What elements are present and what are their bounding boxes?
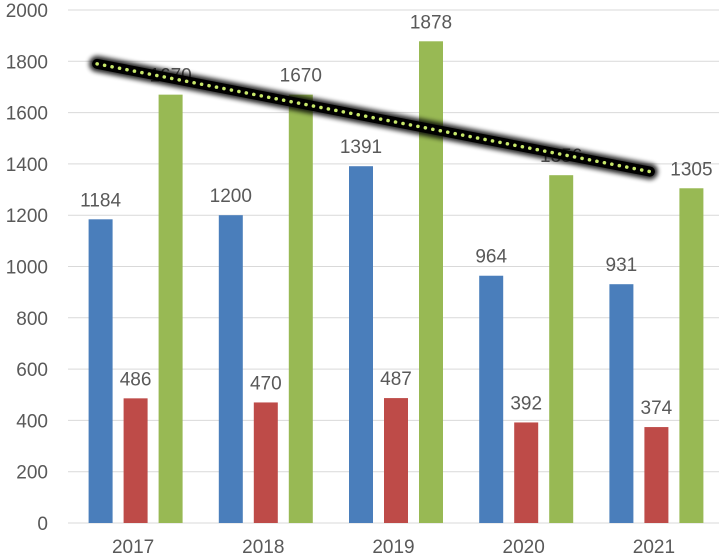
data-label-2020-series1: 964 [475, 247, 507, 268]
data-label-2017-series1: 1184 [80, 190, 121, 211]
y-tick-label-1800: 1800 [6, 52, 48, 73]
data-label-2021-series1: 931 [606, 255, 638, 276]
bar-2019-series1 [349, 166, 373, 523]
bar-2021-series1 [609, 284, 634, 523]
y-tick-label-800: 800 [16, 309, 48, 330]
y-tick-label-1600: 1600 [6, 104, 48, 125]
bar-2020-series3 [549, 175, 574, 523]
bar-2020-series2 [514, 422, 539, 523]
y-tick-label-0: 0 [37, 514, 48, 535]
y-tick-label-200: 200 [16, 463, 48, 484]
bar-2017-series1 [88, 219, 113, 523]
x-tick-label-2019: 2019 [372, 537, 414, 557]
data-label-2021-series2: 374 [641, 398, 673, 419]
data-label-2019-series2: 487 [380, 369, 412, 390]
bar-2018-series2 [253, 402, 278, 523]
bar-2017-series3 [158, 94, 183, 524]
data-label-2018-series3: 1670 [280, 66, 322, 87]
bar-2021-series3 [679, 188, 704, 523]
bar-2018-series1 [218, 215, 243, 523]
x-tick-label-2018: 2018 [242, 537, 284, 557]
x-tick-label-2017: 2017 [112, 537, 154, 557]
y-tick-label-1400: 1400 [6, 155, 48, 176]
bar-2020-series1 [479, 275, 504, 523]
data-label-2017-series2: 486 [120, 369, 152, 390]
bar-2019-series2 [384, 398, 408, 523]
trend-line-dots [95, 62, 652, 174]
x-axis-ticks: 2017 2018 2019 2020 2021 [112, 537, 675, 557]
data-label-2020-series2: 392 [510, 393, 542, 414]
bar-2019-series3 [419, 41, 443, 523]
data-label-2019-series1: 1391 [340, 137, 382, 158]
y-tick-label-1000: 1000 [6, 258, 48, 279]
y-tick-label-600: 600 [16, 360, 48, 381]
data-label-2018-series2: 470 [250, 373, 282, 394]
y-tick-label-2000: 2000 [6, 1, 48, 22]
data-label-2018-series1: 1200 [210, 186, 252, 207]
bar-2018-series3 [288, 94, 313, 524]
x-tick-label-2021: 2021 [633, 537, 675, 557]
y-axis-ticks: 0 200 400 600 800 1000 1200 1400 1600 1800 2000 [6, 1, 48, 535]
trend-annotation [89, 55, 658, 180]
y-tick-label-400: 400 [16, 411, 48, 432]
data-label-2019-series3: 1878 [410, 12, 452, 33]
x-tick-label-2020: 2020 [503, 537, 545, 557]
bar-2021-series2 [644, 427, 669, 523]
bar-2017-series2 [123, 398, 148, 523]
data-label-2021-series3: 1305 [670, 159, 712, 180]
y-tick-label-1200: 1200 [6, 206, 48, 227]
bars [88, 41, 704, 524]
